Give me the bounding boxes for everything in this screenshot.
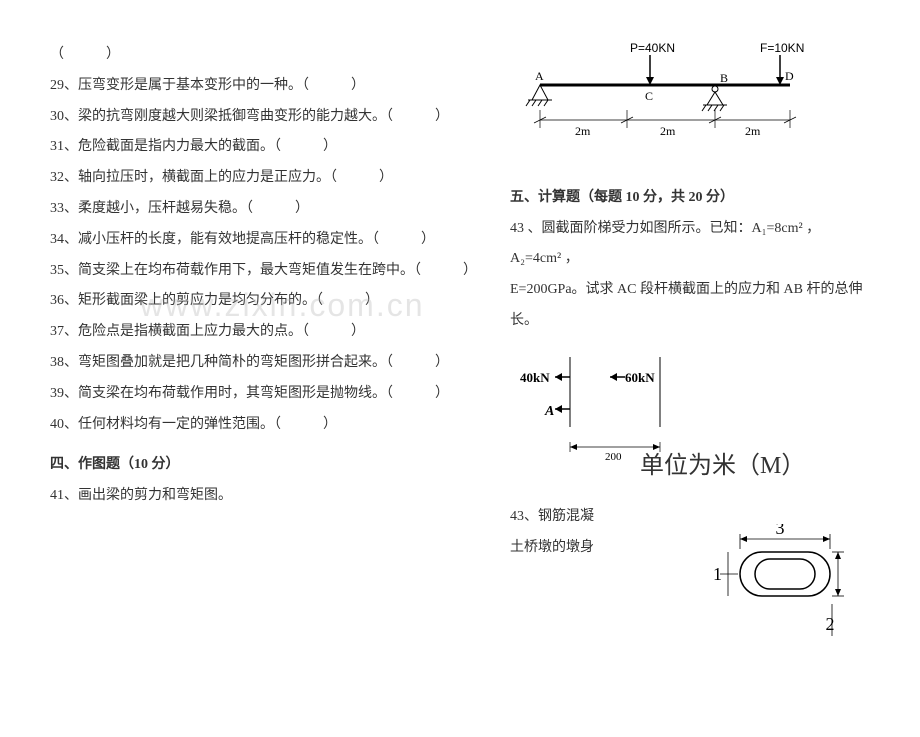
section-4-title: 四、作图题（10 分） <box>50 450 470 481</box>
question-33: 33、柔度越小，压杆越易失稳。（ ） <box>50 194 470 225</box>
question-40: 40、任何材料均有一定的弹性范围。（ ） <box>50 410 470 441</box>
question-36: 36、矩形截面梁上的剪应力是均匀分布的。（ ） <box>50 286 470 317</box>
question-29: 29、压弯变形是属于基本变形中的一种。（ ） <box>50 71 470 102</box>
question-35: 35、简支梁上在均布荷载作用下，最大弯矩值发生在跨中。（ ） <box>50 256 470 287</box>
unit-label: 单位为米（M） <box>640 440 920 493</box>
load-p-label: P=40KN <box>630 41 675 55</box>
span-3-label: 2m <box>745 124 761 138</box>
q28-blank: （ ） <box>50 40 470 71</box>
question-43b-line2: 土桥墩的墩身 <box>510 533 610 564</box>
question-39: 39、简支梁在均布荷载作用时，其弯矩图形是抛物线。（ ） <box>50 379 470 410</box>
node-a-label: A <box>535 69 544 83</box>
axial-f1-label: 40kN <box>520 370 550 385</box>
two-column-layout: （ ） 29、压弯变形是属于基本变形中的一种。（ ） 30、梁的抗弯刚度越大则梁… <box>50 40 870 697</box>
question-34: 34、减小压杆的长度，能有效地提高压杆的稳定性。（ ） <box>50 225 470 256</box>
question-38: 38、弯矩图叠加就是把几种简朴的弯矩图形拼合起来。（ ） <box>50 348 470 379</box>
question-43a-line1: 43 、圆截面阶梯受力如图所示。已知：A₁=8cm² ，A₂=4cm² ， <box>510 214 870 276</box>
load-f-label: F=10KN <box>760 41 804 55</box>
node-c-label: C <box>645 89 653 103</box>
pier-dim-1: 1 <box>713 564 722 584</box>
question-37: 37、危险点是指横截面上应力最大的点。（ ） <box>50 317 470 348</box>
pier-diagram: 3 1 2 <box>710 524 920 657</box>
node-d-label: D <box>785 69 794 83</box>
span-2-label: 2m <box>660 124 676 138</box>
axial-len-label: 200 <box>605 451 622 463</box>
question-43b-line1: 43、钢筋混凝 <box>510 502 610 533</box>
section-5-title: 五、计算题（每题 10 分，共 20 分） <box>510 183 870 214</box>
beam-diagram: P=40KN F=10KN A C B D <box>510 40 870 163</box>
left-column: （ ） 29、压弯变形是属于基本变形中的一种。（ ） 30、梁的抗弯刚度越大则梁… <box>50 40 470 697</box>
question-31: 31、危险截面是指内力最大的截面。（ ） <box>50 132 470 163</box>
question-32: 32、轴向拉压时，横截面上的应力是正应力。（ ） <box>50 163 470 194</box>
pier-dim-2: 2 <box>826 614 835 634</box>
question-43a-line2: E=200GPa。试求 AC 段杆横截面上的应力和 AB 杆的总伸长。 <box>510 275 870 337</box>
pier-dim-3: 3 <box>776 524 785 538</box>
span-1-label: 2m <box>575 124 591 138</box>
axial-f2-label: 60kN <box>625 370 655 385</box>
question-30: 30、梁的抗弯刚度越大则梁抵御弯曲变形的能力越大。（ ） <box>50 102 470 133</box>
axial-a-label: A <box>544 404 554 419</box>
right-column: P=40KN F=10KN A C B D <box>510 40 870 697</box>
question-41: 41、画出梁的剪力和弯矩图。 <box>50 481 470 512</box>
node-b-label: B <box>720 71 728 85</box>
